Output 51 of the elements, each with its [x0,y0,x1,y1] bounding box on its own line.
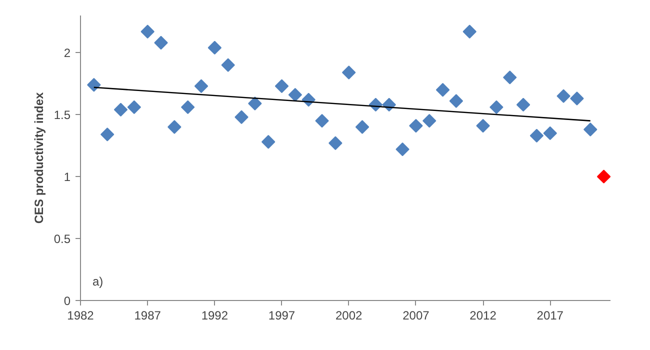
x-tick-label: 2007 [402,308,430,322]
point [100,128,114,142]
point [462,24,476,38]
x-tick-label: 1997 [268,308,296,322]
point [596,170,610,184]
point [248,96,262,110]
point [234,110,248,124]
y-tick-label: 1.5 [54,108,71,122]
annotation: a) [92,274,104,288]
point [355,120,370,134]
point [114,102,128,117]
point [409,118,423,133]
point [449,94,464,108]
point [476,118,490,133]
point [261,135,276,149]
point [570,92,584,106]
point [180,100,195,114]
x-tick-label: 2002 [336,308,363,322]
point [422,114,436,128]
point [516,98,530,112]
point [342,66,356,80]
y-tick-label: 2 [64,46,71,60]
x-tick-label: 1982 [67,308,94,322]
y-axis-title: CES productivity index [32,92,46,224]
point [127,100,142,114]
point [194,79,208,93]
point [556,89,570,103]
point [154,36,168,50]
point [436,82,450,97]
point [221,58,235,72]
point [274,79,289,93]
x-tick-label: 1987 [134,308,162,322]
x-tick-label: 1992 [201,308,228,322]
point [208,40,222,55]
point [87,78,101,92]
x-tick-label: 2017 [536,308,564,322]
point [543,126,557,140]
point [140,24,154,38]
point [584,122,598,136]
y-tick-label: 0.5 [54,232,71,246]
y-tick-label: 1 [64,170,71,184]
point [315,114,329,128]
point [288,88,302,102]
x-tick-label: 2012 [470,308,497,322]
point [328,136,342,150]
point [503,70,517,84]
point [168,120,182,134]
point [396,142,410,156]
y-tick-label: 0 [64,294,71,308]
point [530,128,544,143]
point [490,100,504,114]
